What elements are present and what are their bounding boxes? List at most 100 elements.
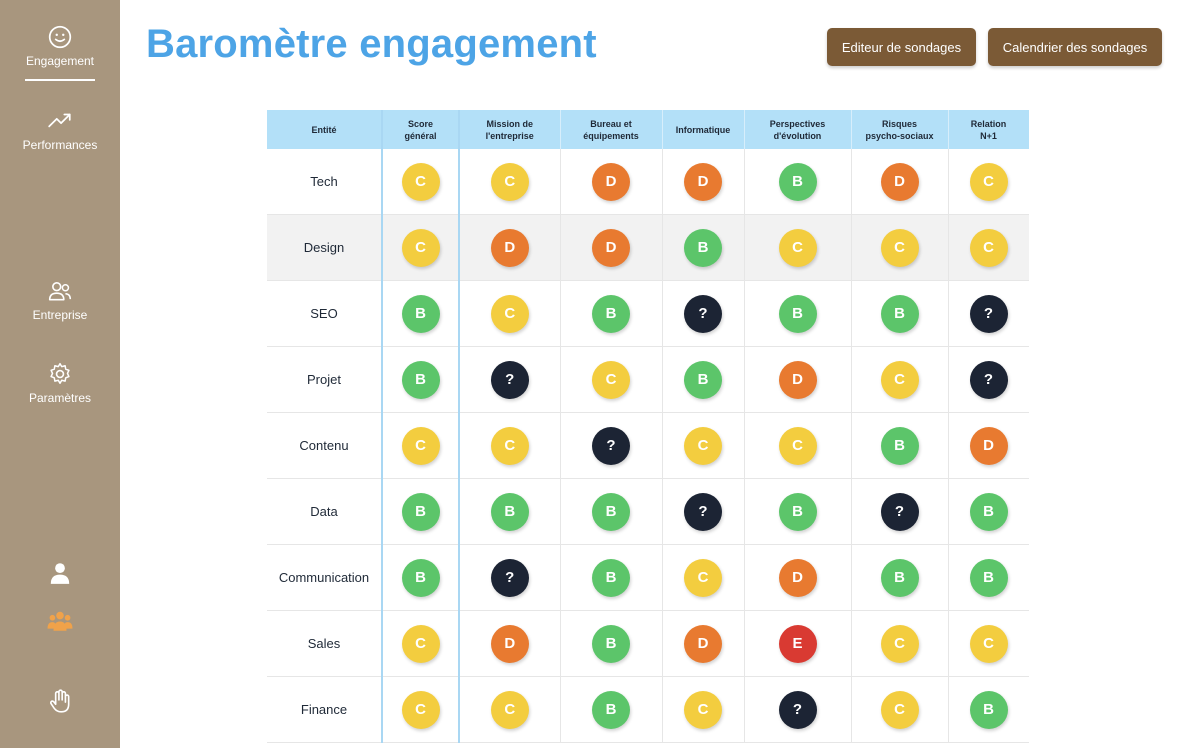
grade-badge[interactable]: B (880, 558, 919, 597)
grade-badge[interactable]: C (401, 162, 440, 201)
grade-badge[interactable]: C (969, 228, 1008, 267)
engagement-table-container[interactable]: Entité Score général Mission de l'entreprise… (267, 110, 1029, 748)
grade-badge[interactable]: D (684, 624, 722, 663)
grade-badge[interactable]: B (592, 294, 630, 333)
grade-badge[interactable]: B (684, 228, 722, 267)
score-cell: C (381, 214, 460, 281)
grade-badge[interactable]: D (490, 228, 529, 267)
grade-badge[interactable]: C (778, 228, 817, 267)
column-header: Bureau et équipements (560, 110, 663, 149)
grade-badge[interactable]: D (490, 624, 529, 663)
column-header: Score général (381, 110, 460, 149)
grade-badge[interactable]: B (778, 492, 817, 531)
hand-icon[interactable] (47, 688, 73, 714)
grade-badge[interactable]: ? (778, 690, 817, 729)
grade-badge[interactable]: B (880, 294, 919, 333)
survey-editor-button[interactable]: Editeur de sondages (827, 28, 976, 66)
grade-badge[interactable]: ? (490, 360, 529, 399)
score-cell: C (381, 412, 460, 479)
table-row: Tech C C D D B D C (267, 149, 1029, 215)
score-cell: C (459, 149, 561, 215)
grade-badge[interactable]: B (969, 690, 1008, 729)
grade-badge[interactable]: C (490, 162, 529, 201)
score-cell: C (662, 412, 745, 479)
sidebar-item-entreprise[interactable]: Entreprise (0, 278, 120, 322)
grade-badge[interactable]: D (592, 228, 630, 267)
score-cell: E (744, 610, 852, 677)
column-header-label: Bureau et (590, 118, 632, 129)
grade-badge[interactable]: B (401, 360, 440, 399)
column-header-label: N+1 (980, 130, 997, 141)
grade-badge[interactable]: B (969, 492, 1008, 531)
grade-badge[interactable]: E (778, 624, 817, 663)
score-cell: C (948, 214, 1029, 281)
grade-badge[interactable]: C (401, 690, 440, 729)
grade-badge[interactable]: C (401, 426, 440, 465)
grade-badge[interactable]: B (778, 294, 817, 333)
grade-badge[interactable]: B (778, 162, 817, 201)
grade-badge[interactable]: ? (490, 558, 529, 597)
grade-badge[interactable]: C (880, 624, 919, 663)
grade-badge[interactable]: B (684, 360, 722, 399)
grade-badge[interactable]: C (969, 624, 1008, 663)
column-header-label: général (404, 130, 437, 141)
grade-badge[interactable]: ? (684, 492, 722, 531)
grade-badge[interactable]: B (401, 294, 440, 333)
grade-badge[interactable]: B (880, 426, 919, 465)
grade-badge[interactable]: C (880, 228, 919, 267)
sidebar: Engagement Performances Entreprise Param… (0, 0, 120, 748)
grade-badge[interactable]: ? (969, 294, 1008, 333)
grade-badge[interactable]: C (684, 690, 722, 729)
grade-badge[interactable]: B (592, 690, 630, 729)
user-icon[interactable] (47, 560, 73, 586)
grade-badge[interactable]: D (778, 558, 817, 597)
grade-badge[interactable]: ? (684, 294, 722, 333)
grade-badge[interactable]: B (592, 624, 630, 663)
score-cell: C (381, 149, 460, 215)
page-title: Baromètre engagement (146, 22, 597, 66)
grade-badge[interactable]: C (490, 690, 529, 729)
grade-badge[interactable]: B (592, 558, 630, 597)
grade-badge[interactable]: D (880, 162, 919, 201)
grade-badge[interactable]: B (592, 492, 630, 531)
grade-badge[interactable]: C (401, 228, 440, 267)
group-icon[interactable] (47, 608, 73, 634)
grade-badge[interactable]: B (490, 492, 529, 531)
score-cell: ? (459, 544, 561, 611)
sidebar-item-performances[interactable]: Performances (0, 108, 120, 152)
entity-name: Tech (267, 149, 383, 215)
grade-badge[interactable]: D (778, 360, 817, 399)
grade-badge[interactable]: C (969, 162, 1008, 201)
grade-badge[interactable]: C (880, 360, 919, 399)
grade-badge[interactable]: C (490, 426, 529, 465)
sidebar-item-engagement[interactable]: Engagement (0, 24, 120, 68)
sidebar-item-parametres[interactable]: Paramètres (0, 361, 120, 405)
score-cell: ? (459, 346, 561, 413)
users-icon (48, 281, 72, 301)
score-cell: B (560, 610, 663, 677)
grade-badge[interactable]: B (401, 558, 440, 597)
grade-badge[interactable]: C (490, 294, 529, 333)
score-cell: C (459, 676, 561, 743)
grade-badge[interactable]: D (592, 162, 630, 201)
grade-badge[interactable]: C (401, 624, 440, 663)
grade-badge[interactable]: C (880, 690, 919, 729)
grade-badge[interactable]: D (684, 162, 722, 201)
grade-badge[interactable]: D (969, 426, 1008, 465)
score-cell: C (851, 346, 949, 413)
grade-badge[interactable]: C (592, 360, 630, 399)
score-cell: B (851, 544, 949, 611)
score-cell: C (662, 676, 745, 743)
grade-badge[interactable]: ? (592, 426, 630, 465)
score-cell: ? (560, 412, 663, 479)
score-cell: D (744, 544, 852, 611)
score-cell: ? (851, 478, 949, 545)
grade-badge[interactable]: B (401, 492, 440, 531)
grade-badge[interactable]: ? (969, 360, 1008, 399)
survey-calendar-button[interactable]: Calendrier des sondages (988, 28, 1162, 66)
grade-badge[interactable]: B (969, 558, 1008, 597)
grade-badge[interactable]: ? (880, 492, 919, 531)
grade-badge[interactable]: C (684, 426, 722, 465)
grade-badge[interactable]: C (684, 558, 722, 597)
grade-badge[interactable]: C (778, 426, 817, 465)
